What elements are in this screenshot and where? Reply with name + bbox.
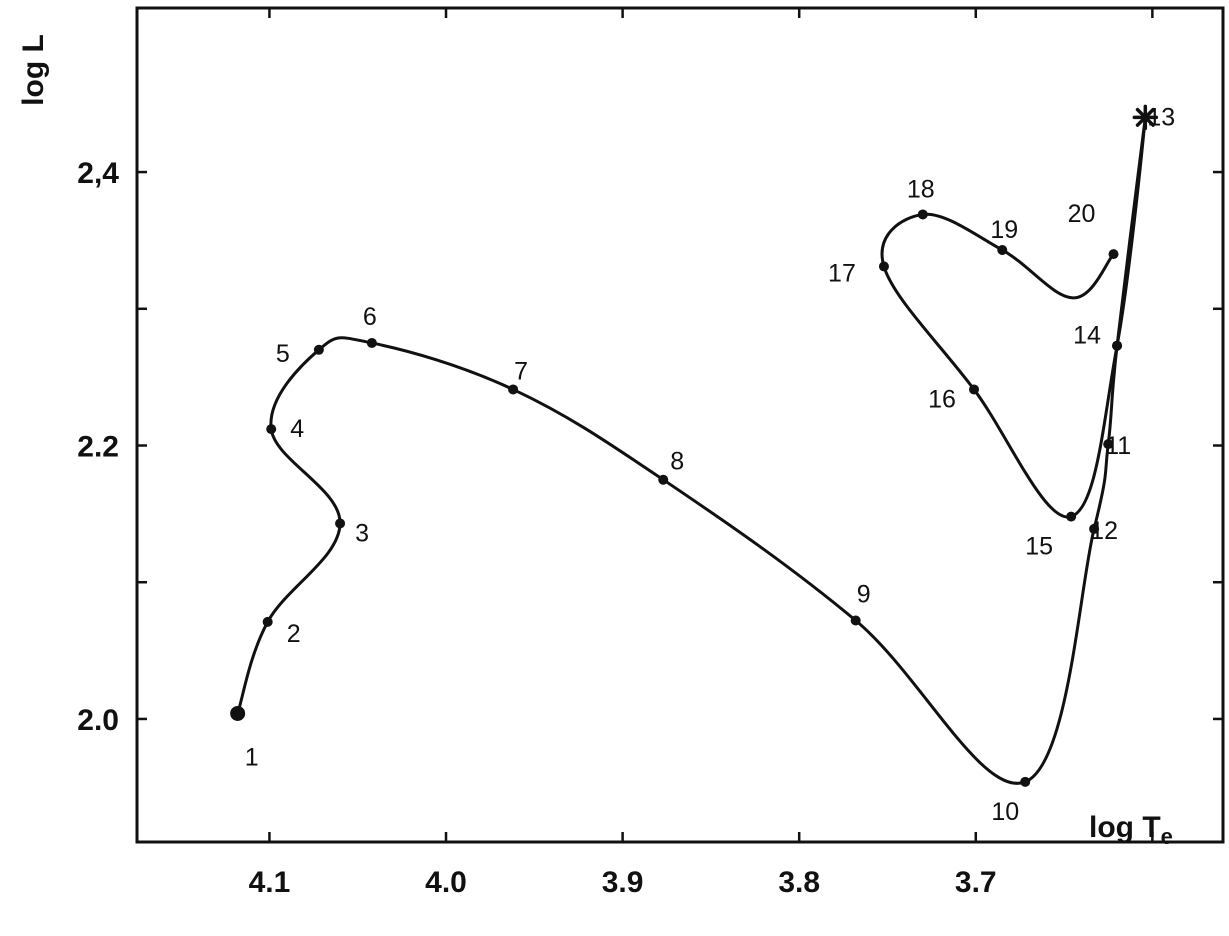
track-point-8 <box>658 474 669 485</box>
track-point-18 <box>917 209 928 220</box>
point-label-10: 10 <box>991 798 1019 826</box>
x-axis-title: log Te <box>1089 811 1173 849</box>
track-point-7 <box>508 384 519 395</box>
x-tick-label: 4.1 <box>249 866 291 899</box>
track-point-11 <box>1103 439 1114 450</box>
y-tick-label: 2.0 <box>77 704 119 737</box>
point-label-7: 7 <box>514 357 528 385</box>
evolutionary-track-line <box>236 115 1147 785</box>
track-point-1 <box>230 705 246 721</box>
point-label-11: 11 <box>1105 432 1131 460</box>
point-label-20: 20 <box>1068 200 1096 228</box>
point-label-9: 9 <box>857 581 871 609</box>
track-point-4 <box>266 424 277 435</box>
x-tick-label: 3.7 <box>955 866 997 899</box>
track-point-2 <box>262 616 273 627</box>
track-point-19 <box>997 244 1008 255</box>
point-label-17: 17 <box>828 259 856 287</box>
x-tick-label: 4.0 <box>425 866 467 899</box>
track-point-16 <box>969 384 980 395</box>
point-label-12: 12 <box>1090 517 1118 545</box>
point-13-star <box>1132 104 1159 131</box>
y-tick-label: 2,4 <box>77 157 119 190</box>
track-point-15 <box>1066 511 1077 522</box>
plot-frame <box>135 6 1225 844</box>
axis-tick-labels: 4.1 4.0 3.9 3.8 3.7 2.0 2.2 2,4 <box>77 157 996 899</box>
y-axis-title: log L <box>17 34 50 106</box>
point-label-2: 2 <box>287 620 301 648</box>
track-point-14 <box>1112 340 1123 351</box>
track-points <box>230 104 1159 787</box>
track-point-10 <box>1020 776 1031 787</box>
point-label-5: 5 <box>276 340 290 368</box>
axis-ticks <box>137 8 1223 842</box>
point-label-14: 14 <box>1073 322 1101 350</box>
point-label-19: 19 <box>990 216 1018 244</box>
track-point-3 <box>335 518 346 529</box>
track-point-6 <box>366 337 377 348</box>
point-label-3: 3 <box>355 519 369 547</box>
point-label-15: 15 <box>1025 533 1053 561</box>
point-label-18: 18 <box>907 175 935 203</box>
point-label-8: 8 <box>670 448 684 476</box>
point-label-6: 6 <box>363 303 377 331</box>
track-point-20 <box>1108 249 1119 260</box>
x-tick-label: 3.8 <box>778 866 820 899</box>
point-label-13: 13 <box>1147 103 1175 131</box>
track-point-12 <box>1089 523 1100 534</box>
track-point-17 <box>878 261 889 272</box>
point-label-1: 1 <box>245 743 259 771</box>
point-label-4: 4 <box>290 415 304 443</box>
track-point-9 <box>850 615 861 626</box>
track-point-5 <box>313 344 324 355</box>
point-label-16: 16 <box>928 385 956 413</box>
y-tick-label: 2.2 <box>77 431 119 464</box>
x-tick-label: 3.9 <box>602 866 644 899</box>
